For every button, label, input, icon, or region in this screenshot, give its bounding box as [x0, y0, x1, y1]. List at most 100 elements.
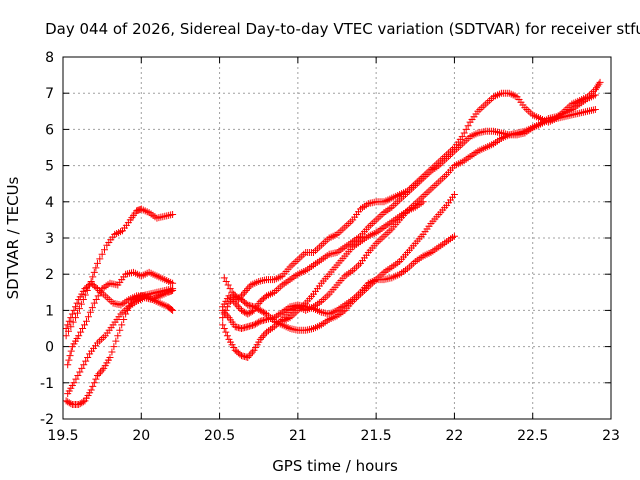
data-point — [81, 321, 89, 329]
x-axis-label: GPS time / hours — [272, 457, 398, 475]
data-point — [241, 288, 249, 296]
data-point — [219, 321, 227, 329]
x-tick-label: 22 — [446, 428, 464, 444]
data-point — [62, 325, 70, 332]
data-point — [82, 357, 90, 365]
data-point — [90, 299, 98, 307]
data-point — [239, 307, 247, 315]
data-point — [110, 343, 118, 351]
data-point — [90, 379, 98, 387]
data-point — [112, 337, 120, 345]
series-trace-j — [219, 232, 458, 332]
data-point — [64, 321, 72, 329]
data-point — [224, 281, 232, 289]
data-point — [595, 80, 603, 88]
series-trace-h — [219, 105, 599, 361]
data-point — [591, 91, 599, 99]
data-point — [226, 285, 234, 293]
data-point — [593, 84, 601, 92]
series-trace-f — [220, 78, 604, 304]
data-point — [89, 273, 97, 281]
data-point — [244, 285, 252, 293]
data-point — [253, 305, 261, 313]
data-point — [108, 348, 116, 356]
data-point — [94, 292, 102, 300]
data-point — [65, 399, 73, 407]
data-point — [118, 321, 126, 329]
data-point — [250, 303, 258, 311]
data-point — [87, 386, 95, 394]
data-point — [84, 353, 92, 361]
data-point — [72, 375, 80, 383]
data-point — [245, 309, 253, 317]
data-point — [256, 335, 264, 343]
data-point — [65, 317, 73, 325]
data-point — [67, 314, 75, 322]
data-point — [259, 308, 267, 316]
data-point — [114, 332, 122, 340]
data-point — [256, 306, 264, 314]
data-point — [222, 277, 230, 285]
data-point — [75, 305, 83, 313]
data-point — [223, 303, 231, 311]
data-point — [450, 191, 458, 199]
y-tick-label: 0 — [45, 340, 54, 356]
data-point — [591, 105, 599, 113]
data-point — [219, 306, 227, 314]
data-point — [67, 400, 75, 408]
data-point — [247, 308, 255, 316]
data-point — [261, 309, 269, 317]
data-point — [244, 353, 252, 361]
data-point — [75, 332, 83, 340]
data-point — [220, 325, 228, 332]
data-point — [84, 313, 92, 321]
data-point — [169, 306, 177, 314]
data-point — [220, 308, 228, 316]
data-point — [76, 400, 84, 408]
series-trace-k — [278, 198, 427, 325]
data-point — [460, 129, 468, 137]
data-point — [239, 290, 247, 298]
data-point — [253, 319, 261, 327]
data-point — [96, 255, 104, 263]
data-point — [258, 307, 266, 315]
data-point — [90, 268, 98, 276]
series-trace-e — [62, 279, 177, 332]
data-point — [419, 198, 427, 206]
x-tick-label: 20.5 — [204, 428, 235, 444]
data-point — [92, 375, 100, 383]
data-point — [219, 314, 227, 322]
y-tick-label: -1 — [40, 376, 54, 392]
data-point — [234, 303, 242, 311]
data-point — [69, 318, 77, 326]
data-point — [237, 306, 245, 314]
data-point — [79, 398, 87, 406]
data-point — [231, 292, 239, 300]
x-tick-label: 23 — [602, 428, 620, 444]
data-point — [79, 325, 87, 332]
data-point — [89, 382, 97, 390]
data-point — [242, 300, 250, 308]
x-tick-label: 19.5 — [47, 428, 78, 444]
data-point — [244, 310, 252, 318]
data-point — [169, 210, 177, 218]
data-point — [220, 274, 228, 282]
data-point — [73, 309, 81, 317]
data-point — [76, 368, 84, 376]
y-tick-label: -2 — [40, 412, 54, 428]
data-point — [223, 332, 231, 340]
data-point — [255, 305, 263, 313]
data-point — [62, 332, 70, 340]
data-point — [242, 286, 250, 294]
data-point — [81, 291, 89, 299]
data-point — [62, 397, 70, 405]
data-point — [594, 82, 602, 90]
series-trace-b — [64, 268, 177, 369]
plot-frame — [62, 56, 612, 420]
data-point — [228, 296, 236, 304]
data-point — [258, 334, 266, 342]
data-point — [77, 328, 85, 336]
data-point — [65, 356, 73, 364]
y-tick-label: 4 — [45, 195, 54, 211]
y-tick-label: 2 — [45, 267, 54, 283]
